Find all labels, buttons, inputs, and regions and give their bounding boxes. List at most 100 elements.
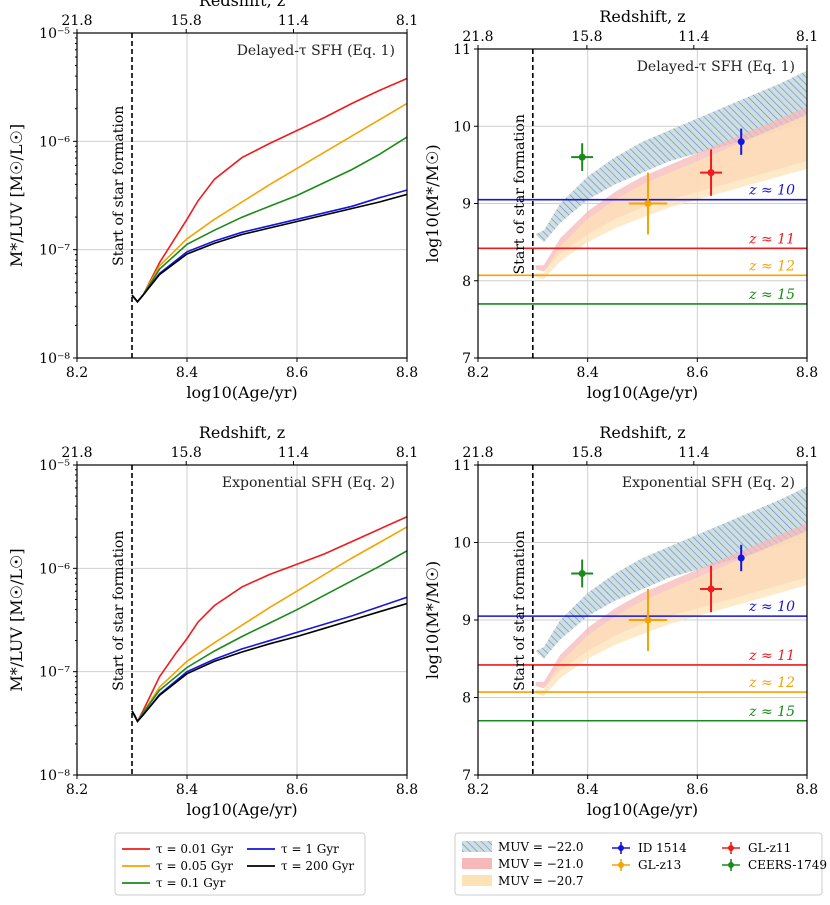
y-tick-label: 10⁻⁷ bbox=[39, 665, 70, 681]
y-tick-label: 10⁻⁸ bbox=[39, 768, 70, 784]
top-tick-label: 15.8 bbox=[571, 29, 602, 45]
x-tick-label: 8.4 bbox=[577, 782, 599, 798]
data-point bbox=[737, 544, 745, 572]
top-tick-label: 11.4 bbox=[278, 445, 309, 461]
y-tick-label: 8 bbox=[462, 691, 471, 707]
y-tick-label: 10⁻⁵ bbox=[39, 458, 70, 474]
start-label: Start of star formation bbox=[512, 531, 528, 691]
top-axis-label: Redshift, z bbox=[199, 0, 285, 10]
data-point bbox=[571, 143, 594, 172]
top-tick-label: 15.8 bbox=[571, 445, 602, 461]
y-tick-label: 9 bbox=[462, 613, 471, 629]
data-point bbox=[700, 149, 723, 196]
series-line bbox=[131, 515, 407, 724]
marker bbox=[578, 570, 586, 577]
marker bbox=[707, 585, 715, 593]
y-tick-label: 10⁻⁷ bbox=[39, 243, 70, 259]
marker bbox=[644, 616, 652, 624]
y-tick-label: 9 bbox=[462, 197, 471, 213]
legend-label: τ = 0.1 Gyr bbox=[156, 876, 226, 890]
series-line bbox=[131, 77, 407, 303]
x-tick-label: 8.4 bbox=[577, 365, 599, 381]
y-tick-label: 7 bbox=[462, 351, 471, 367]
data-point bbox=[628, 172, 668, 235]
legend-right: MUV = −22.0 MUV = −21.0 MUV = −20.7 ID 1514… bbox=[454, 832, 827, 896]
legend-marker bbox=[618, 845, 624, 851]
redshift-label: z ≈ 12 bbox=[748, 675, 795, 691]
legend-label: τ = 0.01 Gyr bbox=[156, 842, 233, 856]
top-tick-label: 8.1 bbox=[796, 29, 818, 45]
x-tick-label: 8.4 bbox=[176, 782, 198, 798]
panel-annotation: Exponential SFH (Eq. 2) bbox=[222, 475, 395, 491]
legend-label: GL-z11 bbox=[748, 841, 791, 855]
panel-p3: Start of star formation Exponential SFH (… bbox=[7, 423, 418, 819]
grid bbox=[478, 49, 807, 358]
data-point bbox=[628, 589, 668, 651]
legend-swatch bbox=[462, 858, 492, 869]
top-tick-label: 11.4 bbox=[678, 29, 709, 45]
legend-marker bbox=[728, 845, 734, 851]
frame bbox=[76, 32, 408, 359]
legend-label: CEERS-1749 bbox=[748, 858, 827, 872]
x-tick-label: 8.8 bbox=[396, 365, 418, 381]
x-tick-label: 8.4 bbox=[176, 365, 198, 381]
x-tick-label: 8.8 bbox=[396, 782, 418, 798]
start-label: Start of star formation bbox=[111, 106, 127, 266]
band bbox=[535, 114, 807, 280]
legend-label: MUV = −22.0 bbox=[498, 840, 584, 854]
panel-p1: Start of star formation Delayed-τ SFH (Eq… bbox=[7, 0, 418, 402]
x-tick-label: 8.6 bbox=[286, 782, 308, 798]
top-tick-label: 21.8 bbox=[61, 13, 92, 29]
redshift-label: z ≈ 15 bbox=[748, 287, 795, 303]
redshift-label: z ≈ 11 bbox=[748, 231, 795, 247]
x-tick-label: 8.2 bbox=[467, 365, 489, 381]
y-tick-label: 7 bbox=[462, 768, 471, 784]
y-axis-label: M*/LUV [M☉/L☉] bbox=[7, 124, 26, 267]
band bbox=[535, 530, 807, 696]
plot-area bbox=[478, 465, 807, 775]
top-tick-label: 21.8 bbox=[462, 29, 493, 45]
series-line bbox=[131, 526, 407, 723]
x-axis-label: log10(Age/yr) bbox=[186, 800, 297, 819]
x-axis-label: log10(Age/yr) bbox=[587, 383, 698, 402]
x-axis-label: log10(Age/yr) bbox=[186, 383, 297, 402]
band-hatch bbox=[535, 70, 807, 243]
plot-area bbox=[131, 465, 407, 775]
panel-p2: z ≈ 10 z ≈ 11 z ≈ 12 z ≈ 15 Start of star fo… bbox=[423, 7, 818, 402]
plot-area bbox=[478, 49, 807, 358]
legend-label: GL-z13 bbox=[638, 858, 681, 872]
x-tick-label: 8.2 bbox=[66, 782, 88, 798]
y-axis-label: log10(M*/M☉) bbox=[423, 561, 442, 679]
marker bbox=[737, 554, 745, 562]
legend-marker bbox=[618, 862, 624, 868]
data-point bbox=[737, 128, 745, 155]
legend-frame bbox=[114, 832, 366, 896]
band-hatch bbox=[535, 486, 807, 659]
y-tick-label: 10⁻⁶ bbox=[39, 134, 70, 150]
redshift-label: z ≈ 12 bbox=[748, 258, 795, 274]
legend-marker bbox=[728, 862, 734, 868]
y-tick-label: 11 bbox=[453, 458, 471, 474]
redshift-label: z ≈ 10 bbox=[748, 599, 795, 615]
redshift-label: z ≈ 10 bbox=[748, 183, 795, 199]
y-tick-label: 10⁻⁸ bbox=[39, 351, 70, 367]
top-axis-label: Redshift, z bbox=[599, 423, 685, 442]
y-tick-label: 11 bbox=[453, 42, 471, 58]
frame bbox=[76, 464, 408, 776]
top-tick-label: 8.1 bbox=[796, 445, 818, 461]
top-tick-label: 11.4 bbox=[278, 13, 309, 29]
series-line bbox=[131, 550, 407, 723]
redshift-label: z ≈ 11 bbox=[748, 648, 795, 664]
legend-label: MUV = −20.7 bbox=[498, 874, 584, 888]
plot-area bbox=[131, 33, 407, 358]
x-tick-label: 8.6 bbox=[686, 365, 708, 381]
legend-swatch-hatch bbox=[462, 841, 492, 852]
y-tick-label: 10 bbox=[453, 536, 471, 552]
marker bbox=[578, 153, 586, 161]
marker bbox=[644, 200, 652, 207]
legend-label: ID 1514 bbox=[638, 841, 687, 855]
series-line bbox=[131, 602, 407, 723]
y-axis-label: log10(M*/M☉) bbox=[423, 144, 442, 262]
legend-left: τ = 0.01 Gyr τ = 0.05 Gyr τ = 0.1 Gyr τ = 1… bbox=[114, 832, 366, 896]
